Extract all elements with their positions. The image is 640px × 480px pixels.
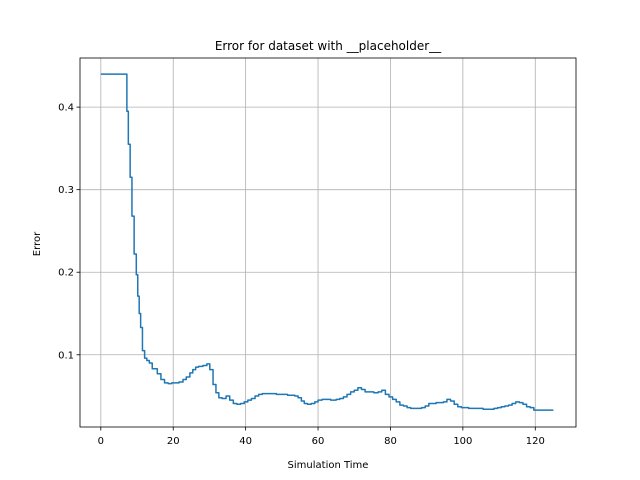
x-tick-label: 40 [239,436,252,447]
y-tick-label: 0.4 [58,103,74,114]
x-axis-ticks: 0 20 40 60 80 100 120 [98,427,545,447]
x-axis-label: Simulation Time [288,460,369,471]
x-tick-label: 120 [526,436,545,447]
plot-frame [79,57,577,428]
y-axis-ticks: 0.1 0.2 0.3 0.4 [58,103,80,361]
chart-title: Error for dataset with __placeholder__ [215,39,442,53]
y-axis-label: Error [32,231,43,256]
x-tick-label: 0 [98,436,104,447]
y-tick-label: 0.3 [58,185,74,196]
error-series-line [100,73,554,411]
y-tick-label: 0.1 [58,350,74,361]
plot-area [80,58,576,427]
x-tick-label: 80 [384,436,397,447]
y-tick-label: 0.2 [58,268,74,279]
grid [80,58,576,427]
x-tick-label: 60 [312,436,325,447]
series-layer [100,73,554,411]
x-tick-label: 100 [453,436,472,447]
x-tick-label: 20 [167,436,180,447]
